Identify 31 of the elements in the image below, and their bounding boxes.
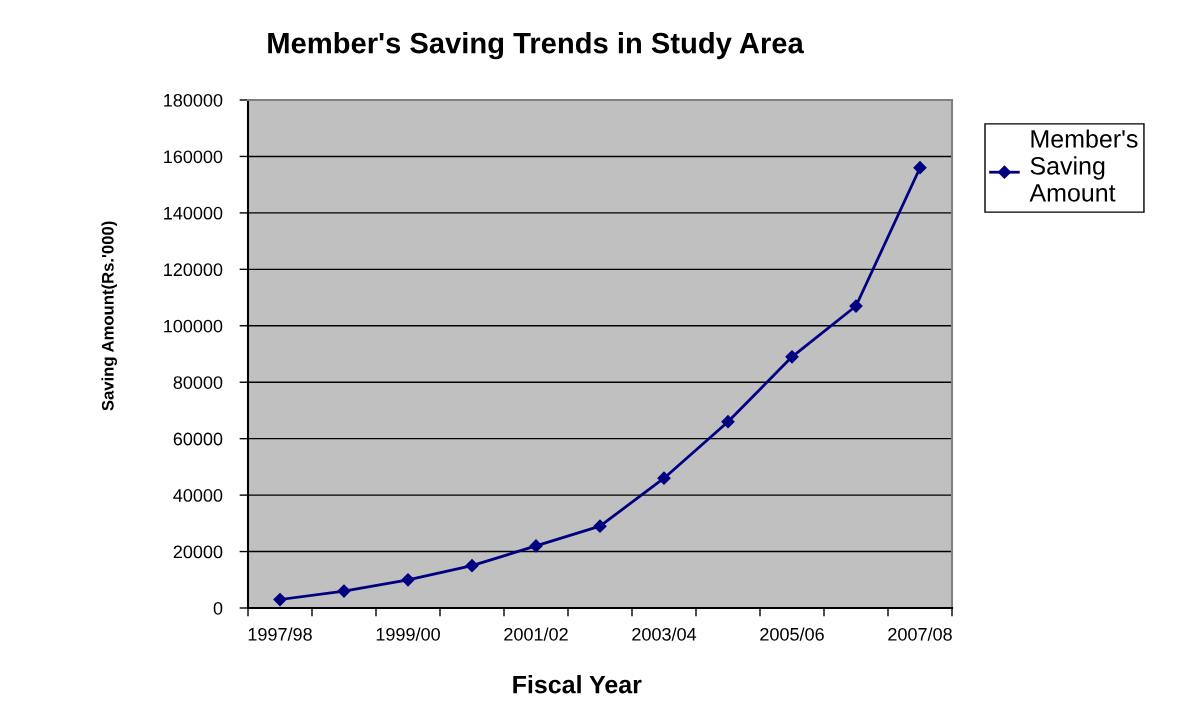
y-axis-title: Saving Amount(Rs.'000) — [101, 221, 118, 411]
legend-label: Member's Saving Amount — [1029, 129, 1138, 202]
y-tick-label: 0 — [213, 601, 223, 615]
chart-title: Member's Saving Trends in Study Area — [268, 32, 804, 60]
x-tick-label: 2003/04 — [632, 627, 697, 641]
point — [465, 559, 479, 573]
point — [593, 519, 607, 533]
y-tick-label: 160000 — [164, 150, 223, 164]
y-tick-label: 100000 — [164, 319, 223, 333]
y-tick-label: 180000 — [164, 93, 223, 107]
y-tick-label: 40000 — [173, 489, 223, 502]
point — [273, 592, 287, 607]
point — [337, 584, 351, 598]
x-tick-label: 1997/98 — [248, 627, 312, 641]
y-tick-label: 140000 — [164, 206, 223, 220]
x-tick-label: 2001/02 — [504, 627, 568, 641]
x-tick-label: 2007/08 — [888, 627, 952, 641]
point — [401, 573, 415, 587]
x-tick-label: 1999/00 — [376, 627, 440, 641]
y-tick-label: 80000 — [173, 376, 223, 389]
y-tick-label: 60000 — [173, 432, 223, 446]
y-tick-label: 20000 — [173, 545, 223, 559]
point — [785, 350, 799, 364]
point — [849, 299, 863, 313]
x-axis-title: Fiscal Year — [513, 675, 642, 694]
point — [913, 161, 927, 175]
y-tick-label: 120000 — [164, 263, 223, 277]
point — [529, 539, 543, 553]
point — [657, 471, 671, 485]
x-tick-label: 2005/06 — [760, 627, 824, 641]
point — [721, 415, 735, 429]
